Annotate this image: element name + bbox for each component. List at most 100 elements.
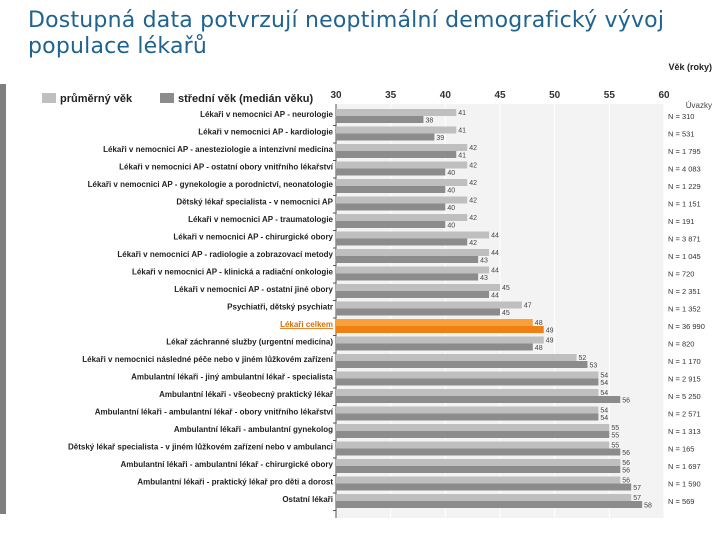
legend-label-mean: průměrný věk: [60, 93, 133, 105]
bar-median: [336, 413, 599, 421]
data-label-mean: 54: [600, 408, 608, 415]
category-label: Ambulantní lékaři - ambulantní lékař - o…: [95, 408, 334, 417]
data-label-median: 48: [535, 345, 543, 352]
left-accent-bar: [0, 84, 6, 514]
data-label-mean: 57: [633, 495, 641, 502]
data-label-mean: 45: [502, 285, 510, 292]
count-header: Úvazky: [686, 101, 712, 110]
data-label-mean: 56: [622, 460, 630, 467]
bar-mean: [336, 476, 621, 484]
bar-mean: [336, 494, 632, 501]
count-label: N = 1 795: [668, 147, 701, 156]
data-label-median: 56: [622, 468, 630, 475]
count-label: N = 1 170: [668, 357, 701, 366]
bar-median: [336, 396, 621, 403]
data-label-mean: 42: [469, 198, 477, 205]
category-label: Lékaři v nemocnici následné péče nebo v …: [82, 355, 334, 364]
bar-median: [336, 186, 446, 193]
bar-median: [336, 151, 457, 158]
bar-mean: [336, 266, 490, 274]
count-label: N = 2 351: [668, 287, 701, 296]
data-label-mean: 42: [469, 163, 477, 170]
data-label-mean: 41: [458, 128, 466, 135]
category-label: Lékaři v nemocnici AP - neurologie: [200, 110, 333, 119]
bar-mean: [336, 441, 610, 449]
data-label-median: 49: [546, 328, 554, 335]
bar-mean: [336, 231, 490, 239]
count-label: N = 310: [668, 112, 694, 121]
category-label: Lékaři v nemocnici AP - radiologie a zob…: [117, 250, 333, 259]
count-label: N = 820: [668, 340, 694, 349]
bar-mean: [336, 144, 468, 151]
data-label-mean: 54: [600, 390, 608, 397]
bar-mean: [336, 459, 621, 466]
data-label-median: 40: [447, 170, 455, 177]
category-label: Lékař záchranné služby (urgentní medicín…: [166, 338, 333, 347]
category-label: Lékaři v nemocnici AP - ostatní obory vn…: [119, 163, 334, 172]
count-label: N = 1 045: [668, 252, 701, 261]
bar-median: [336, 431, 610, 438]
count-label: N = 1 590: [668, 480, 701, 489]
category-label: Dětský lékař specialista - v jiném lůžko…: [68, 443, 333, 452]
category-label: Lékaři v nemocnici AP - chirurgické obor…: [173, 233, 333, 242]
data-label-mean: 42: [469, 215, 477, 222]
data-label-median: 38: [425, 118, 433, 125]
bar-mean: [336, 109, 457, 116]
x-tick-label: 60: [658, 90, 670, 101]
data-label-median: 56: [622, 398, 630, 405]
count-label: N = 720: [668, 270, 694, 279]
data-label-median: 44: [491, 293, 499, 300]
bar-mean: [336, 301, 522, 309]
count-label: N = 2 571: [668, 410, 701, 419]
data-label-median: 45: [502, 310, 510, 317]
bar-mean: [336, 319, 533, 326]
data-label-mean: 55: [611, 425, 619, 432]
bar-median: [336, 203, 446, 211]
x-tick-label: 30: [330, 90, 342, 101]
x-tick-label: 45: [494, 90, 506, 101]
x-tick-label: 40: [440, 90, 452, 101]
category-label: Ostatní lékaři: [282, 495, 333, 504]
category-label: Ambulantní lékaři - ambulantní lékař - c…: [121, 460, 334, 469]
category-label: Dětský lékař specialista - v nemocnici A…: [176, 198, 333, 207]
count-label: N = 1 352: [668, 305, 701, 314]
data-label-median: 41: [458, 153, 466, 160]
data-label-mean: 44: [491, 250, 499, 257]
bar-mean: [336, 424, 610, 431]
data-label-median: 53: [589, 363, 597, 370]
bar-median: [336, 133, 435, 141]
data-label-mean: 44: [491, 268, 499, 275]
bar-median: [336, 378, 599, 386]
bar-median: [336, 466, 621, 473]
data-label-mean: 54: [600, 373, 608, 380]
bar-mean: [336, 354, 577, 361]
count-label: N = 1 151: [668, 200, 701, 209]
bar-mean: [336, 284, 500, 291]
count-label: N = 531: [668, 130, 694, 139]
data-label-mean: 41: [458, 110, 466, 117]
category-label: Lékaři v nemocnici AP - anesteziologie a…: [103, 145, 333, 154]
bar-mean: [336, 196, 468, 204]
count-label: N = 3 871: [668, 235, 701, 244]
category-label: Ambulantní lékaři - praktický lékař pro …: [137, 478, 333, 487]
data-label-mean: 44: [491, 233, 499, 240]
category-label: Lékaři celkem: [280, 320, 333, 329]
bar-median: [336, 326, 544, 333]
count-label: N = 191: [668, 217, 694, 226]
data-label-median: 58: [644, 503, 652, 510]
bar-mean: [336, 406, 599, 414]
bar-median: [336, 448, 621, 456]
data-label-mean: 49: [546, 338, 554, 345]
category-label: Lékaři v nemocnici AP - klinická a radia…: [132, 268, 334, 277]
bar-median: [336, 361, 588, 368]
category-label: Lékaři v nemocnici AP - gynekologie a po…: [88, 180, 334, 189]
category-label: Ambulantní lékaři - všeobecný praktický …: [159, 390, 334, 399]
data-label-median: 40: [447, 205, 455, 212]
count-label: N = 2 915: [668, 375, 701, 384]
bar-mean: [336, 371, 599, 379]
x-tick-label: 35: [385, 90, 397, 101]
count-label: N = 569: [668, 497, 694, 506]
bar-median: [336, 308, 500, 316]
category-label: Ambulantní lékaři - jiný ambulantní léka…: [131, 373, 333, 382]
